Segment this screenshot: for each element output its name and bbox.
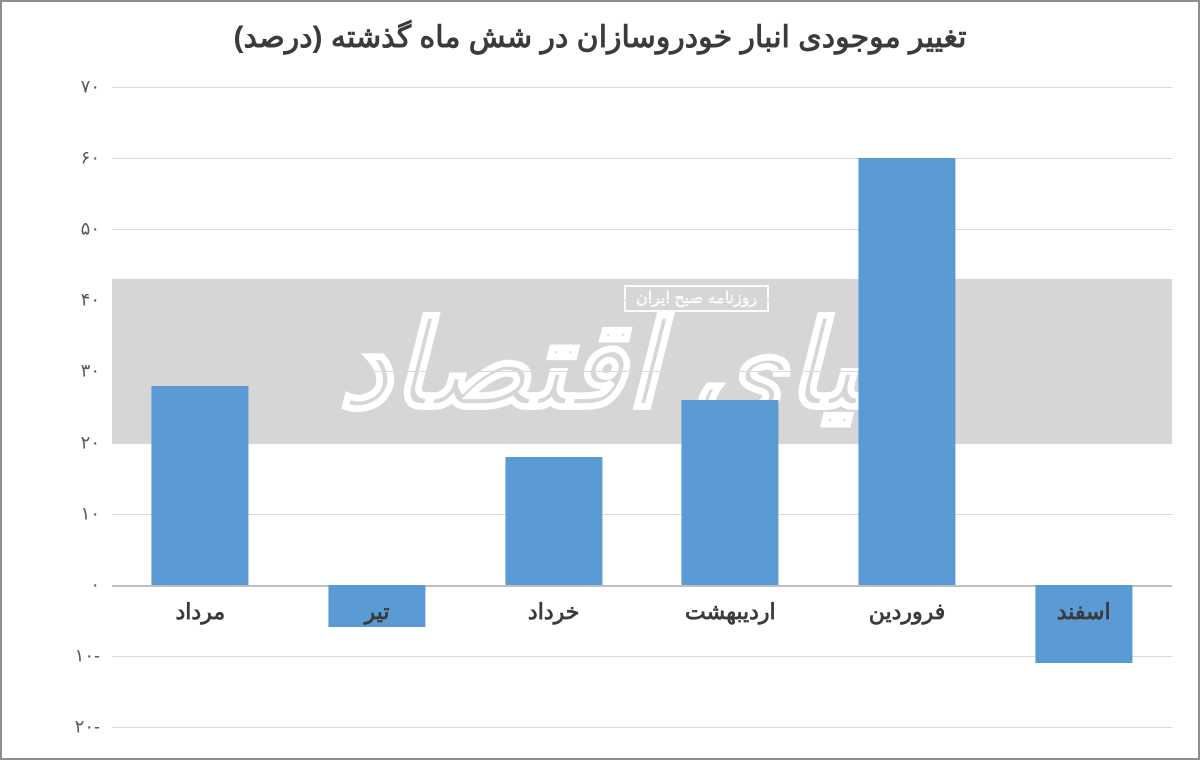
bar (858, 158, 955, 585)
xtick-label: اردیبهشت (685, 599, 776, 625)
plot-area: دنیای اقتصادروزنامه صبح ایران-۲۰-۱۰۰۱۰۲۰… (112, 87, 1172, 727)
gridline (112, 87, 1172, 88)
bar (152, 386, 249, 585)
gridline (112, 585, 1172, 587)
gridline (112, 727, 1172, 728)
ytick-label: ۲۰ (81, 432, 100, 453)
gridline (112, 443, 1172, 444)
ytick-label: ۵۰ (81, 219, 100, 240)
watermark-band: دنیای اقتصادروزنامه صبح ایران (112, 279, 1172, 443)
xtick-label: مرداد (176, 599, 226, 625)
gridline (112, 229, 1172, 230)
svg-text:دنیای اقتصاد: دنیای اقتصاد (338, 299, 948, 433)
chart-title: تغییر موجودی انبار خودروسازان در شش ماه … (2, 20, 1198, 55)
ytick-label: ۷۰ (81, 77, 100, 98)
ytick-label: ۳۰ (81, 361, 100, 382)
gridline (112, 158, 1172, 159)
gridline (112, 300, 1172, 301)
ytick-label: ۶۰ (81, 148, 100, 169)
ytick-label: ۰ (90, 574, 100, 595)
xtick-label: تیر (365, 599, 390, 625)
chart-frame: تغییر موجودی انبار خودروسازان در شش ماه … (0, 0, 1200, 760)
watermark-text-sub: روزنامه صبح ایران (624, 285, 769, 312)
gridline (112, 514, 1172, 515)
bar (682, 400, 779, 585)
gridline (112, 371, 1172, 372)
bar (505, 457, 602, 585)
xtick-label: فروردین (869, 599, 946, 625)
ytick-label: -۱۰ (75, 645, 100, 666)
ytick-label: ۱۰ (81, 503, 100, 524)
ytick-label: ۴۰ (81, 290, 100, 311)
ytick-label: -۲۰ (75, 717, 100, 738)
xtick-label: خرداد (528, 599, 579, 625)
xtick-label: اسفند (1057, 599, 1111, 625)
gridline (112, 656, 1172, 657)
